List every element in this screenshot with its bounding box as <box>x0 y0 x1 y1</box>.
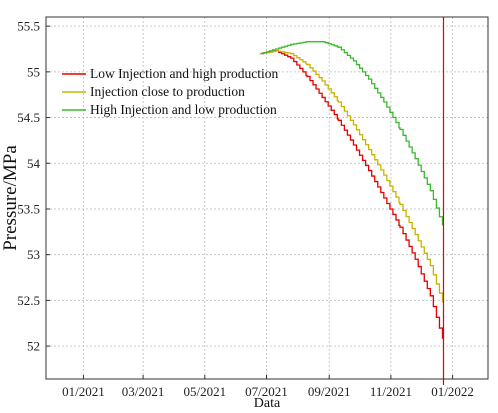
y-tick-label: 53.5 <box>17 201 40 216</box>
y-tick-label: 53 <box>27 247 40 262</box>
x-tick-label: 07/2021 <box>245 384 288 399</box>
series-line-1 <box>260 50 444 339</box>
plot-frame <box>45 16 489 380</box>
legend-item-label: High Injection and low production <box>90 102 277 117</box>
y-tick-label: 54 <box>27 156 41 171</box>
x-tick-label: 11/2021 <box>370 384 412 399</box>
y-tick-label: 55.5 <box>17 19 40 34</box>
series-lines <box>260 41 444 339</box>
legend-item-label: Injection close to production <box>90 84 245 99</box>
series-line-2 <box>260 50 444 303</box>
y-tick-label: 54.5 <box>17 110 40 125</box>
series-line-3 <box>260 41 444 226</box>
y-tick-label: 52 <box>27 339 40 354</box>
grid <box>46 17 488 379</box>
y-tick-label: 55 <box>27 64 40 79</box>
x-tick-label: 01/2022 <box>431 384 474 399</box>
y-axis-label: Pressure/MPa <box>0 145 21 251</box>
x-tick-label: 01/2021 <box>62 384 105 399</box>
x-tick-label: 03/2021 <box>122 384 165 399</box>
axis-ticks: 01/2021 03/2021 05/2021 07/2021 09/2021 11/20… <box>17 19 474 399</box>
x-axis-label: Data <box>254 396 281 411</box>
y-tick-label: 52.5 <box>17 293 40 308</box>
legend: Low Injection and high production Injecti… <box>62 66 278 117</box>
legend-item-label: Low Injection and high production <box>90 66 278 81</box>
x-tick-label: 05/2021 <box>183 384 226 399</box>
x-tick-label: 09/2021 <box>308 384 351 399</box>
